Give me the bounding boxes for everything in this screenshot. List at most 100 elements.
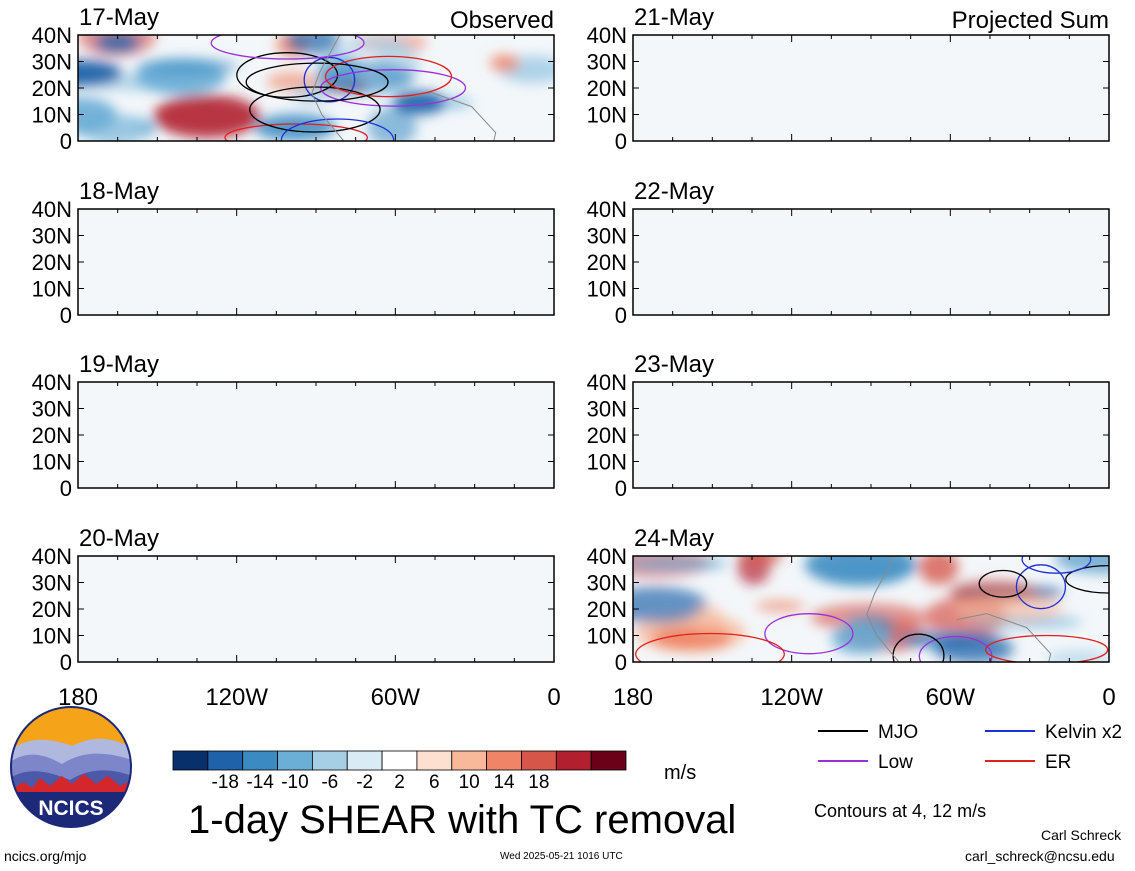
- panel-background: [633, 209, 1109, 315]
- timestamp: Wed 2025-05-21 1016 UTC: [500, 851, 623, 862]
- y-tick-label: 40N: [32, 544, 72, 569]
- y-tick-label: 40N: [587, 370, 627, 395]
- contour-line: [764, 613, 854, 655]
- y-tick-label: 40N: [587, 23, 627, 48]
- y-tick-label: 30N: [587, 571, 627, 596]
- colorbar-tick-label: 14: [493, 772, 515, 793]
- y-tick-label: 0: [615, 303, 627, 328]
- ncics-logo: NCICS: [10, 706, 132, 828]
- coastline: [311, 35, 345, 141]
- contour-line: [985, 634, 1109, 662]
- y-tick-label: 0: [615, 129, 627, 154]
- y-tick-label: 30N: [587, 50, 627, 75]
- contour-line: [635, 632, 785, 662]
- y-tick-label: 40N: [32, 23, 72, 48]
- colorbar-segment: [521, 750, 557, 771]
- y-tick-label: 40N: [32, 370, 72, 395]
- panel-date: 21-May: [634, 4, 714, 31]
- contour-line: [978, 569, 1028, 598]
- contour-line: [1065, 564, 1109, 594]
- column-label: Observed: [450, 7, 554, 34]
- contour-line: [324, 55, 453, 98]
- contour-line: [224, 123, 369, 141]
- colorbar-segment: [172, 750, 209, 771]
- panel-date: 17-May: [79, 4, 159, 31]
- x-tick-label: 0: [547, 684, 560, 711]
- y-tick-label: 20N: [32, 423, 72, 448]
- y-tick-label: 20N: [587, 250, 627, 275]
- y-tick-label: 10N: [587, 450, 627, 475]
- colorbar-units: m/s: [664, 762, 697, 784]
- y-tick-label: 10N: [32, 103, 72, 128]
- y-tick-label: 20N: [587, 423, 627, 448]
- legend-label: MJO: [878, 722, 918, 743]
- colorbar-tick-label: -18: [212, 772, 239, 793]
- shear-field: [78, 35, 554, 141]
- x-tick-label: 120W: [760, 684, 823, 711]
- contour-line: [303, 56, 356, 103]
- contour-line: [245, 62, 389, 102]
- y-tick-label: 30N: [587, 397, 627, 422]
- y-tick-label: 20N: [32, 597, 72, 622]
- colorbar-tick-label: 2: [394, 772, 405, 793]
- x-tick-label: 120W: [205, 684, 268, 711]
- y-tick-label: 0: [60, 476, 72, 501]
- colorbar-segment: [590, 750, 627, 771]
- column-label: Projected Sum: [952, 7, 1109, 34]
- panel-date: 24-May: [634, 525, 714, 552]
- y-tick-label: 0: [60, 129, 72, 154]
- colorbar-tick-label: -10: [281, 772, 308, 793]
- y-tick-label: 20N: [587, 597, 627, 622]
- author-email: carl_schreck@ncsu.edu: [965, 848, 1115, 864]
- panel-date: 23-May: [634, 351, 714, 378]
- shear-field: [633, 556, 1109, 662]
- colorbar-segment: [486, 750, 522, 771]
- y-tick-label: 0: [615, 650, 627, 675]
- colorbar-segment: [311, 750, 348, 771]
- colorbar-tick-label: 6: [429, 772, 440, 793]
- author-credit: Carl Schreck: [1041, 827, 1122, 843]
- y-tick-label: 0: [615, 476, 627, 501]
- panel-date: 22-May: [634, 178, 714, 205]
- x-tick-label: 60W: [371, 684, 421, 711]
- colorbar-tick-label: 10: [459, 772, 480, 793]
- source-url: ncics.org/mjo: [4, 848, 87, 864]
- colorbar-tick-label: -6: [321, 772, 338, 793]
- y-tick-label: 10N: [32, 277, 72, 302]
- contour-note: Contours at 4, 12 m/s: [814, 801, 987, 821]
- contour-line: [280, 118, 395, 141]
- colorbar-segment: [207, 750, 244, 771]
- colorbar-segment: [451, 750, 488, 771]
- coastline: [956, 613, 1052, 662]
- colorbar-segment: [555, 750, 592, 771]
- x-tick-label: 180: [613, 684, 653, 711]
- panel-background: [78, 382, 554, 488]
- y-tick-label: 10N: [587, 624, 627, 649]
- y-tick-label: 30N: [32, 50, 72, 75]
- coastline: [866, 556, 900, 662]
- y-tick-label: 10N: [32, 450, 72, 475]
- legend-label: Low: [878, 752, 913, 773]
- y-tick-label: 10N: [587, 103, 627, 128]
- contour-line: [320, 69, 467, 107]
- colorbar-segment: [416, 750, 453, 771]
- x-tick-label: 0: [1102, 684, 1115, 711]
- y-tick-label: 10N: [32, 624, 72, 649]
- y-tick-label: 20N: [32, 250, 72, 275]
- colorbar-segment: [381, 750, 418, 771]
- y-tick-label: 30N: [32, 397, 72, 422]
- y-tick-label: 0: [60, 650, 72, 675]
- logo-text: NCICS: [38, 797, 103, 820]
- panel-date: 18-May: [79, 178, 159, 205]
- y-tick-label: 30N: [587, 224, 627, 249]
- panel-background: [78, 556, 554, 662]
- legend-label: ER: [1045, 752, 1071, 773]
- y-tick-label: 20N: [587, 76, 627, 101]
- panel-date: 20-May: [79, 525, 159, 552]
